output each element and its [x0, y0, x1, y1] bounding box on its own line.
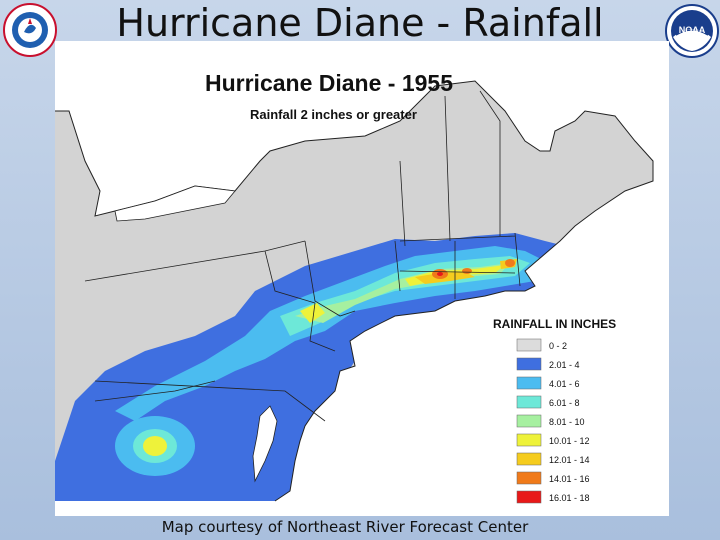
- coastline: [55, 80, 654, 502]
- slide-title: Hurricane Diane - Rainfall: [116, 1, 604, 45]
- legend-label: 4.01 - 6: [549, 379, 580, 389]
- chesapeake-bay: [252, 405, 278, 483]
- legend-swatch: [516, 414, 542, 428]
- legend-label: 2.01 - 4: [549, 360, 580, 370]
- rain-cell-16-18: [437, 272, 443, 276]
- legend-swatch: [516, 338, 542, 352]
- noaa-logo-icon: NOAA: [664, 3, 720, 59]
- legend-label: 0 - 2: [549, 341, 567, 351]
- legend-label: 8.01 - 10: [549, 417, 585, 427]
- lake-ontario: [114, 185, 236, 222]
- map-title: Hurricane Diane - 1955: [205, 70, 453, 96]
- legend-swatch: [516, 357, 542, 371]
- legend-label: 16.01 - 18: [549, 493, 590, 503]
- legend-swatch: [516, 452, 542, 466]
- legend: RAINFALL IN INCHES 0 - 2 2.01 - 4 4.01 - 6…: [493, 317, 616, 504]
- nws-logo-icon: [2, 2, 58, 58]
- noaa-logo-text: NOAA: [679, 25, 706, 35]
- legend-swatch: [516, 433, 542, 447]
- rainfall-map: Hurricane Diane - 1955 Rainfall 2 inches…: [55, 41, 669, 516]
- legend-swatch: [516, 395, 542, 409]
- map-subtitle: Rainfall 2 inches or greater: [250, 107, 417, 122]
- legend-label: 14.01 - 16: [549, 474, 590, 484]
- rain-band-4-6: [115, 246, 545, 421]
- rain-band-10-12: [300, 265, 505, 323]
- legend-label: 12.01 - 14: [549, 455, 590, 465]
- legend-label: 6.01 - 8: [549, 398, 580, 408]
- rain-cell-south-10-12: [143, 436, 167, 456]
- legend-swatch: [516, 376, 542, 390]
- legend-swatch: [516, 471, 542, 485]
- map-caption: Map courtesy of Northeast River Forecast…: [161, 518, 529, 536]
- legend-label: 10.01 - 12: [549, 436, 590, 446]
- rain-cell-14-16-c: [505, 259, 515, 267]
- rain-cell-14-16-b: [462, 268, 472, 274]
- legend-swatch: [516, 490, 542, 504]
- legend-title: RAINFALL IN INCHES: [493, 317, 616, 331]
- state-borders: [84, 90, 521, 422]
